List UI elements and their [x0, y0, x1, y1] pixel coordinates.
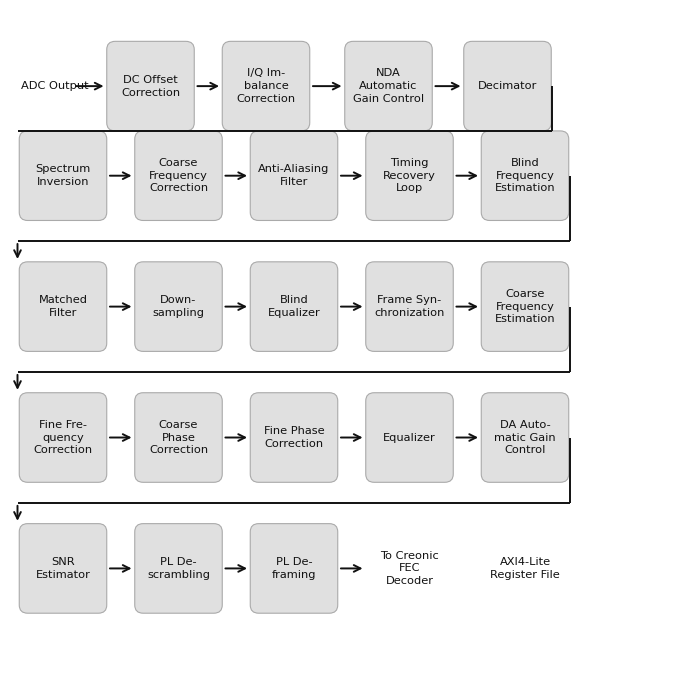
Text: To Creonic
FEC
Decoder: To Creonic FEC Decoder	[380, 551, 439, 586]
Text: Fine Fre-
quency
Correction: Fine Fre- quency Correction	[34, 420, 92, 455]
FancyBboxPatch shape	[365, 393, 454, 482]
FancyBboxPatch shape	[19, 131, 106, 220]
Text: Anti-Aliasing
Filter: Anti-Aliasing Filter	[258, 164, 330, 187]
Text: SNR
Estimator: SNR Estimator	[36, 557, 90, 580]
Text: Blind
Frequency
Estimation: Blind Frequency Estimation	[495, 158, 555, 194]
Text: Blind
Equalizer: Blind Equalizer	[267, 295, 321, 318]
FancyBboxPatch shape	[134, 393, 223, 482]
Text: Coarse
Frequency
Correction: Coarse Frequency Correction	[149, 158, 208, 194]
Text: Down-
sampling: Down- sampling	[153, 295, 204, 318]
Text: AXI4-Lite
Register File: AXI4-Lite Register File	[490, 557, 560, 580]
FancyBboxPatch shape	[223, 41, 309, 131]
FancyBboxPatch shape	[251, 262, 337, 351]
FancyBboxPatch shape	[482, 262, 568, 351]
FancyBboxPatch shape	[19, 393, 106, 482]
FancyBboxPatch shape	[251, 131, 337, 220]
Text: I/Q Im-
balance
Correction: I/Q Im- balance Correction	[237, 68, 295, 104]
Text: Frame Syn-
chronization: Frame Syn- chronization	[374, 295, 444, 318]
Text: DC Offset
Correction: DC Offset Correction	[121, 74, 180, 98]
FancyBboxPatch shape	[106, 41, 194, 131]
FancyBboxPatch shape	[134, 524, 223, 613]
Text: Coarse
Frequency
Estimation: Coarse Frequency Estimation	[495, 289, 555, 325]
FancyBboxPatch shape	[19, 524, 106, 613]
Text: Equalizer: Equalizer	[383, 433, 436, 442]
FancyBboxPatch shape	[365, 131, 454, 220]
Text: DA Auto-
matic Gain
Control: DA Auto- matic Gain Control	[494, 420, 556, 455]
FancyBboxPatch shape	[463, 41, 552, 131]
Text: ADC Output: ADC Output	[21, 81, 89, 91]
Text: Decimator: Decimator	[478, 81, 537, 91]
Text: PL De-
framing: PL De- framing	[272, 557, 316, 580]
FancyBboxPatch shape	[134, 131, 223, 220]
FancyBboxPatch shape	[365, 262, 454, 351]
FancyBboxPatch shape	[251, 393, 337, 482]
Text: Matched
Filter: Matched Filter	[38, 295, 88, 318]
Text: PL De-
scrambling: PL De- scrambling	[147, 557, 210, 580]
FancyBboxPatch shape	[345, 41, 433, 131]
FancyBboxPatch shape	[482, 393, 568, 482]
Text: Timing
Recovery
Loop: Timing Recovery Loop	[383, 158, 436, 194]
FancyBboxPatch shape	[19, 262, 106, 351]
Text: NDA
Automatic
Gain Control: NDA Automatic Gain Control	[353, 68, 424, 104]
Text: Fine Phase
Correction: Fine Phase Correction	[264, 426, 324, 449]
FancyBboxPatch shape	[134, 262, 223, 351]
FancyBboxPatch shape	[251, 524, 337, 613]
Text: Coarse
Phase
Correction: Coarse Phase Correction	[149, 420, 208, 455]
FancyBboxPatch shape	[482, 131, 568, 220]
Text: Spectrum
Inversion: Spectrum Inversion	[36, 164, 90, 187]
